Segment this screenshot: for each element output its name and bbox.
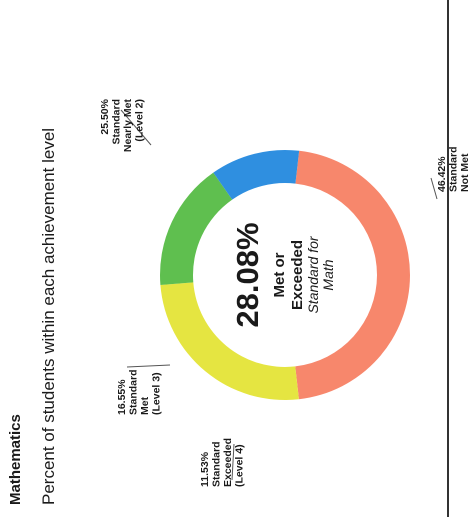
slice-label-text: (Level 4)	[234, 444, 246, 487]
slice-percent: 46.42%	[436, 156, 448, 192]
donut-slice-level-4	[213, 150, 300, 200]
chart-subtitle: Percent of students within each achievem…	[39, 128, 58, 505]
slice-label-level-4: 11.53%StandardExceeded(Level 4)	[199, 438, 246, 487]
label-leader-lines	[120, 109, 438, 481]
donut-slice-level-2	[160, 282, 299, 400]
donut-slice-level-1	[295, 150, 410, 400]
slice-label-text: Standard	[128, 369, 140, 415]
center-label-line2: Exceeded	[289, 240, 306, 310]
slice-label-level-3: 16.55%StandardMet(Level 3)	[116, 369, 163, 415]
chart-title: Mathematics	[7, 414, 24, 505]
slice-label-level-1: 46.42%StandardNot Met(Level 1)	[436, 146, 471, 192]
page-edge-line	[447, 0, 449, 517]
slice-percent: 16.55%	[116, 379, 128, 415]
slice-label-text: Nearly Met	[122, 99, 134, 153]
leader-line-level-2	[120, 109, 152, 146]
center-label-line1: Met or	[271, 252, 288, 297]
slice-label-level-2: 25.50%StandardNearly Met(Level 2)	[99, 98, 146, 152]
center-summary: 28.08% Met or Exceeded Standard for Math	[230, 222, 336, 327]
leader-line-level-4	[231, 443, 235, 481]
donut-slice-level-3	[160, 172, 233, 285]
center-percentage: 28.08%	[230, 222, 265, 327]
slice-labels: 46.42%StandardNot Met(Level 1)25.50%Stan…	[99, 98, 471, 487]
leader-line-level-1	[430, 177, 438, 200]
slice-label-text: Standard	[211, 441, 223, 487]
slice-label-text: (Level 3)	[151, 372, 163, 415]
slice-label-text: (Level 2)	[134, 99, 146, 142]
slice-label-text: Standard	[111, 99, 123, 145]
slice-label-text: Not Met	[459, 153, 471, 192]
slice-percent: 11.53%	[199, 451, 211, 487]
slice-percent: 25.50%	[99, 98, 111, 134]
center-label-line3: Standard for	[305, 235, 321, 313]
leader-line-level-3	[126, 364, 171, 368]
donut-slices	[160, 150, 410, 400]
center-label-line4: Math	[320, 259, 336, 290]
slice-label-text: Met	[139, 396, 151, 415]
slice-label-text: Exceeded	[222, 438, 234, 487]
slice-label-text: Standard	[448, 146, 460, 192]
